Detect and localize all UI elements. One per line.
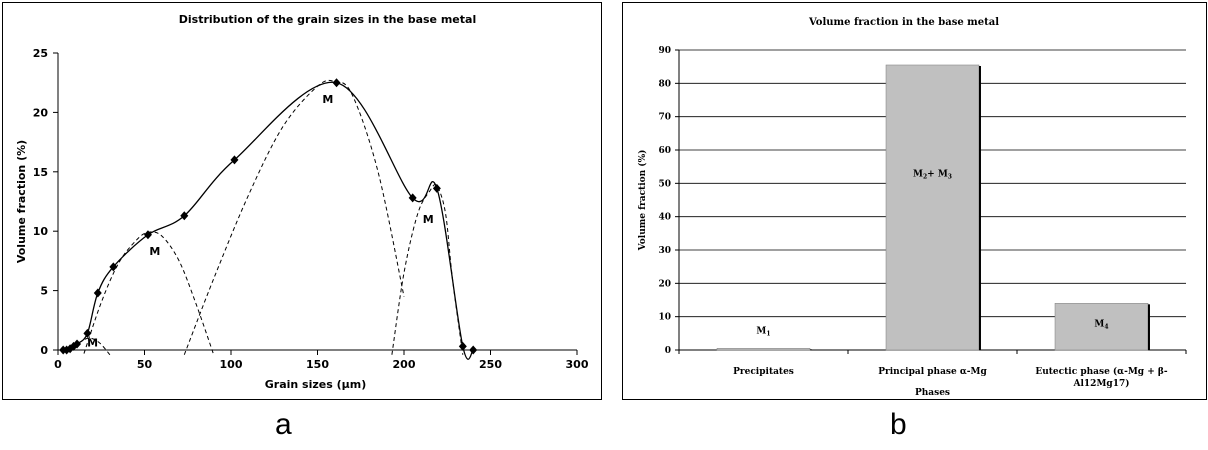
category-label: Precipitates bbox=[733, 367, 794, 377]
bar-label: M2+ M3 bbox=[913, 170, 952, 181]
caption-b: b bbox=[890, 408, 907, 441]
x-tick-label: 0 bbox=[54, 358, 62, 371]
y-tick-label: 50 bbox=[658, 179, 671, 189]
x-tick-label: 100 bbox=[220, 358, 243, 371]
bar bbox=[716, 348, 811, 351]
category-label: Al12Mg17) bbox=[1073, 378, 1130, 389]
x-tick-label: 200 bbox=[393, 358, 416, 371]
grain-size-chart: Distribution of the grain sizes in the b… bbox=[15, 13, 589, 391]
y-tick-label: 5 bbox=[40, 285, 48, 298]
y-tick-label: 70 bbox=[658, 113, 671, 123]
y-axis-label: Volume fraction (%) bbox=[637, 150, 648, 252]
chart-panel-b: Volume fraction in the base metal 0 10 20 30… bbox=[622, 2, 1207, 400]
data-point bbox=[432, 183, 441, 193]
category-label: Eutectic phase (α-Mg + β- bbox=[1035, 366, 1168, 377]
data-point bbox=[83, 328, 92, 338]
data-point bbox=[230, 155, 239, 165]
chart-title: Distribution of the grain sizes in the b… bbox=[179, 13, 476, 26]
data-point bbox=[143, 230, 152, 240]
y-tick-label: 15 bbox=[33, 166, 48, 179]
caption-a: a bbox=[275, 408, 292, 441]
data-point bbox=[180, 211, 189, 221]
y-tick-label: 10 bbox=[33, 225, 49, 238]
x-axis-label: Phases bbox=[915, 388, 950, 398]
x-tick-label: 250 bbox=[479, 358, 502, 371]
y-tick-label: 40 bbox=[658, 213, 671, 223]
bar-label: M4 bbox=[1094, 320, 1108, 331]
y-tick-label: 60 bbox=[658, 146, 671, 156]
y-tick-label: 0 bbox=[665, 346, 671, 356]
data-point bbox=[93, 288, 102, 298]
peak-annotation: M bbox=[322, 93, 333, 106]
chart-title: Volume fraction in the base metal bbox=[808, 17, 999, 28]
series-line bbox=[63, 81, 474, 360]
volume-fraction-chart: Volume fraction in the base metal 0 10 20 30… bbox=[637, 17, 1187, 398]
data-point bbox=[332, 78, 341, 88]
data-point bbox=[408, 193, 417, 203]
data-point bbox=[73, 339, 82, 349]
bar bbox=[885, 64, 980, 351]
y-axis-label: Volume fraction (%) bbox=[15, 140, 28, 263]
x-tick-label: 300 bbox=[566, 358, 589, 371]
y-tick-label: 25 bbox=[33, 47, 48, 60]
y-tick-label: 0 bbox=[40, 344, 48, 357]
bar-label: M1 bbox=[756, 326, 770, 337]
peak-annotation: M bbox=[149, 245, 160, 258]
category-label: Principal phase α-Mg bbox=[878, 367, 987, 377]
data-point bbox=[458, 341, 467, 351]
y-tick-label: 30 bbox=[658, 246, 671, 256]
y-tick-label: 20 bbox=[658, 279, 671, 289]
y-tick-label: 20 bbox=[33, 106, 49, 119]
data-point bbox=[469, 345, 478, 355]
x-tick-label: 150 bbox=[306, 358, 329, 371]
x-axis-label: Grain sizes (µm) bbox=[265, 378, 366, 391]
data-point bbox=[109, 262, 118, 272]
peak-annotation: M bbox=[87, 336, 98, 349]
y-tick-label: 90 bbox=[658, 46, 671, 56]
y-tick-label: 10 bbox=[658, 313, 671, 323]
y-tick-label: 80 bbox=[658, 79, 671, 89]
chart-panel-a: Distribution of the grain sizes in the b… bbox=[2, 2, 602, 400]
x-tick-label: 50 bbox=[137, 358, 153, 371]
peak-annotation: M bbox=[423, 213, 434, 226]
fit-curve-4 bbox=[391, 184, 464, 355]
